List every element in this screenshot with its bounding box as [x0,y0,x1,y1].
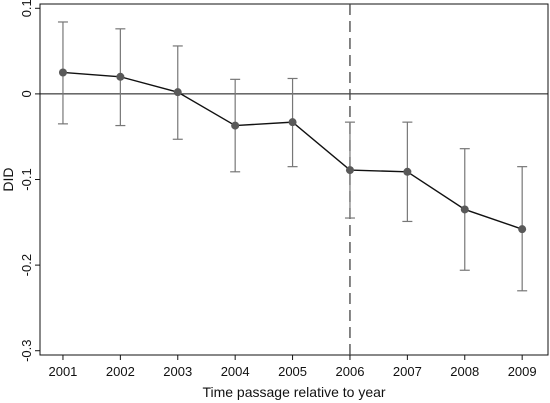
x-tick-label: 2002 [106,364,135,379]
x-tick-label: 2008 [450,364,479,379]
x-tick-label: 2006 [336,364,365,379]
x-axis-title: Time passage relative to year [202,384,385,400]
data-point [403,167,412,176]
data-point [518,225,527,234]
y-tick-label: 0.1 [19,0,34,17]
x-axis-ticks: 2001 2002 2003 2004 2005 2006 2007 2008 2009 [48,355,537,379]
plot-border [39,3,549,356]
plot-frame [39,3,549,356]
data-point [345,166,354,175]
y-tick-label: -0.1 [19,168,34,190]
x-tick-label: 2005 [278,364,307,379]
data-point [460,205,469,214]
y-tick-label: -0.2 [19,254,34,276]
x-tick-label: 2003 [163,364,192,379]
x-tick-label: 2001 [48,364,77,379]
y-axis-title: DID [0,167,16,191]
data-point [288,118,297,127]
data-point [58,68,67,77]
x-tick-label: 2007 [393,364,422,379]
x-tick-label: 2009 [508,364,537,379]
markers [58,68,527,234]
data-point [231,121,240,130]
y-tick-label: 0 [19,90,34,97]
y-tick-label: -0.3 [19,340,34,362]
y-axis-ticks: 0.1 0 -0.1 -0.2 -0.3 [19,0,40,362]
x-tick-label: 2004 [221,364,250,379]
confidence-intervals [57,21,528,292]
data-point [116,72,125,81]
reference-lines [40,4,548,355]
data-point [173,88,182,97]
